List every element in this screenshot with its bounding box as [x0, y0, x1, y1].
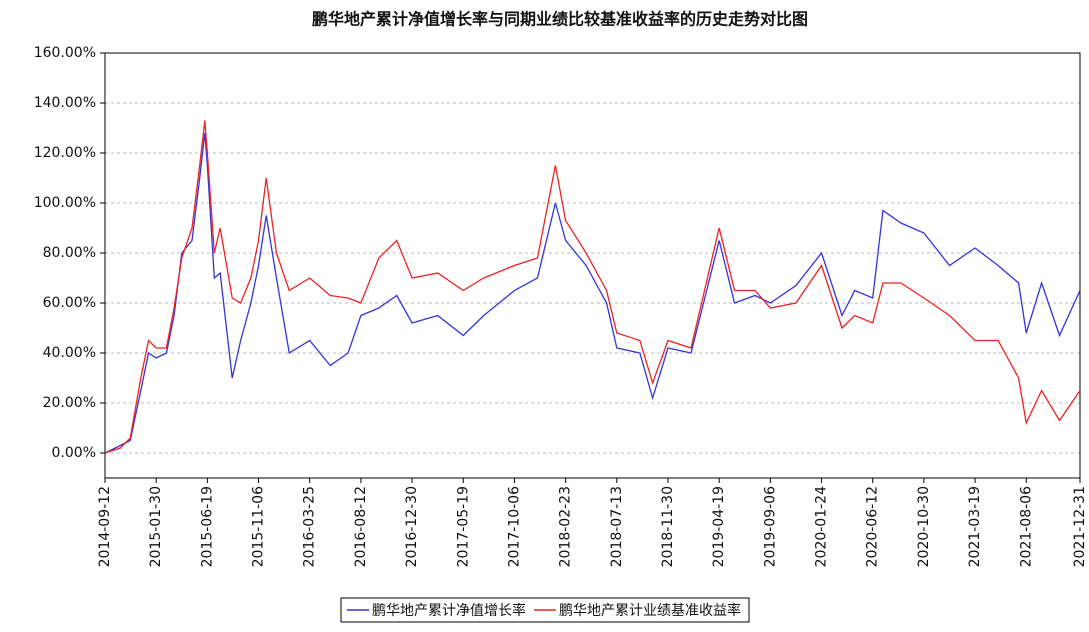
x-tick-label: 2019-09-06	[762, 486, 778, 567]
x-tick-label: 2021-08-06	[1018, 486, 1034, 567]
x-tick-label: 2016-08-12	[353, 486, 369, 567]
series-line	[104, 132, 1081, 454]
x-tick-label: 2017-10-06	[506, 486, 522, 567]
y-tick-label: 60.00%	[43, 295, 96, 311]
y-tick-label: 120.00%	[34, 145, 96, 161]
y-tick-label: 40.00%	[43, 345, 96, 361]
legend-label: 鹏华地产累计净值增长率	[372, 602, 526, 619]
x-tick-label: 2019-04-19	[711, 486, 727, 567]
legend-label: 鹏华地产累计业绩基准收益率	[559, 602, 741, 619]
y-tick-label: 140.00%	[34, 95, 96, 111]
x-tick-label: 2021-12-31	[1072, 486, 1088, 567]
y-tick-label: 100.00%	[34, 195, 96, 211]
x-tick-label: 2018-02-23	[558, 486, 574, 567]
x-tick-label: 2016-03-25	[302, 486, 318, 567]
series-line	[104, 120, 1081, 454]
y-tick-label: 0.00%	[52, 445, 96, 461]
x-tick-label: 2018-11-30	[660, 486, 676, 567]
plot-frame	[104, 52, 1081, 479]
y-tick-label: 160.00%	[34, 45, 96, 61]
x-tick-label: 2020-10-30	[916, 486, 932, 567]
x-tick-label: 2020-06-12	[865, 486, 881, 567]
y-tick-label: 80.00%	[43, 245, 96, 261]
chart-title: 鹏华地产累计净值增长率与同期业绩比较基准收益率的历史走势对比图	[312, 10, 808, 29]
x-tick-label: 2017-05-19	[455, 486, 471, 567]
y-tick-label: 20.00%	[43, 395, 96, 411]
x-tick-label: 2021-03-19	[967, 486, 983, 567]
x-tick-label: 2020-01-24	[814, 486, 830, 567]
x-tick-label: 2015-11-06	[251, 486, 267, 567]
x-tick-label: 2016-12-30	[404, 486, 420, 567]
x-tick-label: 2018-07-13	[609, 486, 625, 567]
x-tick-label: 2015-06-19	[199, 486, 215, 567]
x-tick-label: 2015-01-30	[148, 486, 164, 567]
x-tick-label: 2014-09-12	[97, 486, 113, 567]
